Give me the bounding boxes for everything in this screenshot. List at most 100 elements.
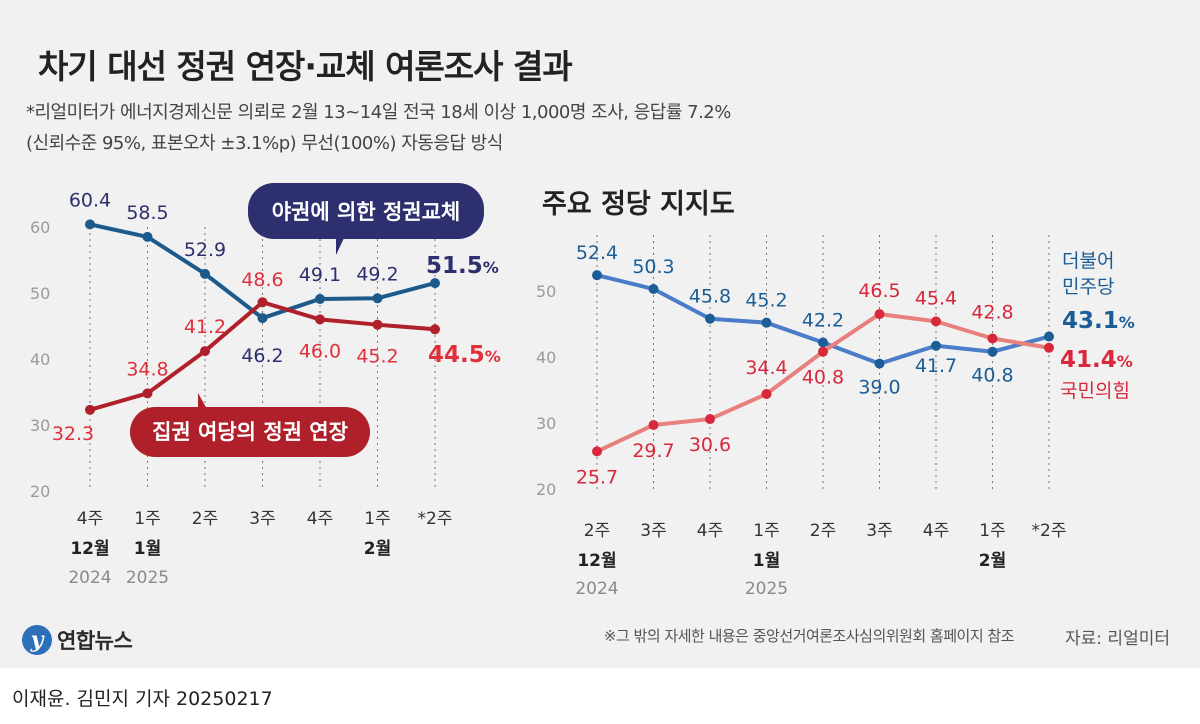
- data-point: [592, 270, 602, 281]
- data-point: [648, 419, 659, 430]
- x-tick-month: 2월: [979, 551, 1006, 571]
- data-point: [1044, 331, 1054, 342]
- x-tick-month: 1월: [753, 551, 780, 571]
- data-point: [200, 346, 210, 357]
- x-tick-week: 1주: [753, 521, 779, 541]
- data-point: [85, 219, 95, 230]
- x-tick-week: 3주: [866, 521, 892, 541]
- chart-title: 주요 정당 지지도: [542, 189, 735, 220]
- data-point: [987, 346, 998, 357]
- data-label: 45.2: [745, 290, 787, 312]
- x-tick-week: 2주: [584, 521, 610, 541]
- x-tick-week: 2주: [810, 521, 836, 541]
- data-point: [818, 346, 828, 357]
- x-tick-week: 4주: [307, 509, 333, 529]
- data-point: [372, 293, 383, 304]
- footnote: ※그 밖의 자세한 내용은 중앙선거여론조사심의위원회 홈페이지 참조: [603, 627, 1015, 645]
- data-label: 50.3: [632, 256, 674, 278]
- yonhap-logo: y 연합뉴스: [22, 620, 133, 660]
- x-tick-week: 4주: [77, 509, 103, 529]
- data-point: [705, 313, 715, 324]
- last-value-number: 43.1: [1062, 308, 1119, 334]
- x-tick-month: 12월: [577, 551, 616, 571]
- data-point: [315, 314, 325, 325]
- data-label: 25.7: [576, 466, 618, 488]
- data-point: [257, 313, 268, 324]
- data-label: 49.1: [299, 264, 341, 286]
- legend-label-change: 야권에 의한 정권교체: [272, 200, 461, 224]
- percent-sign: %: [485, 347, 501, 366]
- y-tick-label: 30: [30, 416, 50, 435]
- data-point: [874, 358, 885, 369]
- yonhap-logo-text: 연합뉴스: [57, 629, 133, 653]
- series-name-democratic-line-2: 민주당: [1062, 276, 1114, 298]
- regime-change-extension-chart: 20 30 40 50 60 4주 1주 2주 3주 4주 1주 *2주 12월 1월 2월 2024 2025…: [30, 183, 501, 588]
- data-point: [257, 297, 268, 308]
- data-label: 32.3: [52, 423, 94, 445]
- data-point: [430, 278, 440, 289]
- y-tick-label: 20: [536, 480, 556, 499]
- data-point: [85, 404, 95, 415]
- data-label: 46.0: [299, 340, 341, 362]
- data-label: 39.0: [858, 377, 900, 399]
- data-label: 41.7: [915, 355, 957, 377]
- data-label: 40.8: [971, 365, 1013, 387]
- data-label: 45.8: [689, 286, 731, 308]
- data-label: 46.2: [241, 345, 283, 367]
- y-tick-label: 30: [536, 414, 556, 433]
- data-point: [648, 284, 659, 295]
- data-point: [142, 388, 153, 399]
- last-value-label: 41.4%: [1060, 347, 1133, 373]
- x-tick-week: 4주: [697, 521, 723, 541]
- data-label: 48.6: [241, 269, 283, 291]
- byline: 이재윤. 김민지 기자 20250217: [12, 688, 273, 710]
- x-tick-month: 12월: [70, 539, 109, 559]
- legend-badge-change: [248, 183, 484, 239]
- data-label: 45.2: [356, 346, 398, 368]
- data-label: 29.7: [632, 440, 674, 462]
- callout-tail: [336, 238, 344, 255]
- last-value-number: 51.5: [426, 253, 483, 279]
- survey-note-line-2: (신뢰수준 95%, 표본오차 ±3.1%p) 무선(100%) 자동응답 방식: [26, 133, 503, 154]
- data-label: 34.8: [126, 358, 168, 380]
- last-value-label: 44.5%: [428, 342, 501, 368]
- series-name-democratic-line-1: 더불어: [1062, 250, 1114, 272]
- data-label: 60.4: [69, 189, 111, 211]
- data-point: [705, 414, 715, 425]
- data-label: 30.6: [689, 434, 731, 456]
- legend-label-extension: 집권 여당의 정권 연장: [152, 420, 348, 444]
- y-tick-label: 60: [30, 218, 50, 237]
- data-label: 40.8: [802, 367, 844, 389]
- last-value-label: 43.1%: [1062, 308, 1135, 334]
- x-tick-year: 2024: [575, 579, 618, 599]
- last-value-number: 41.4: [1060, 347, 1117, 373]
- data-point: [200, 268, 210, 279]
- last-value-number: 44.5: [428, 342, 485, 368]
- data-point: [761, 317, 772, 328]
- data-label: 52.4: [576, 242, 618, 264]
- data-label: 34.4: [745, 357, 787, 379]
- yonhap-logo-icon: y: [22, 625, 52, 655]
- y-tick-label: 50: [536, 282, 556, 301]
- data-point: [1044, 342, 1054, 353]
- data-point: [430, 324, 440, 335]
- y-tick-label: 40: [30, 350, 50, 369]
- x-tick-week: 4주: [923, 521, 949, 541]
- data-label: 46.5: [858, 280, 900, 302]
- x-tick-week: 1주: [979, 521, 1005, 541]
- x-tick-week: 3주: [249, 509, 275, 529]
- x-tick-week: 2주: [192, 509, 218, 529]
- data-point: [142, 231, 153, 242]
- infographic-panel: [0, 0, 1200, 668]
- series-name-ppp: 국민의힘: [1060, 380, 1130, 402]
- data-label: 42.2: [802, 309, 844, 331]
- data-point: [931, 340, 941, 351]
- x-tick-week: 1주: [134, 509, 160, 529]
- y-tick-label: 20: [30, 482, 50, 501]
- x-tick-week: 1주: [364, 509, 390, 529]
- x-tick-week: *2주: [1032, 521, 1067, 541]
- x-tick-year: 2025: [126, 568, 169, 588]
- data-point: [818, 337, 828, 348]
- legend-badge-extension: [130, 407, 370, 457]
